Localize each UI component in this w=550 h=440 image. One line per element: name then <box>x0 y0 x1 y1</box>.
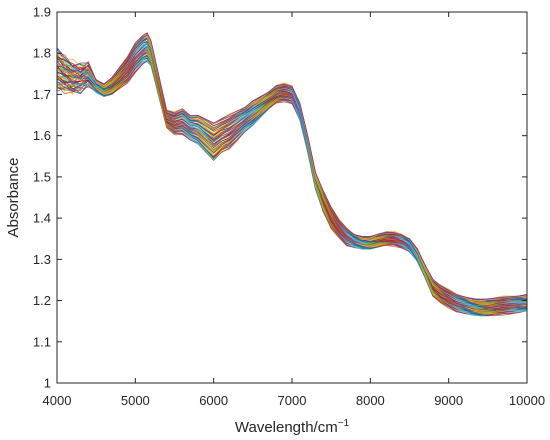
x-tick-label: 8000 <box>356 393 385 408</box>
y-axis: 1 1.1 1.2 1.3 1.4 1.5 1.6 1.7 1.8 1.9 <box>33 5 527 391</box>
spectrum-line <box>57 32 527 300</box>
x-tick-label: 10000 <box>509 393 545 408</box>
y-tick-label: 1.5 <box>33 169 51 184</box>
y-tick-label: 1.4 <box>33 211 51 226</box>
y-tick-label: 1.1 <box>33 334 51 349</box>
x-tick-label: 5000 <box>121 393 150 408</box>
spectrum-line <box>57 42 527 305</box>
y-tick-label: 1.3 <box>33 252 51 267</box>
x-tick-label: 6000 <box>199 393 228 408</box>
y-tick-label: 1.8 <box>33 46 51 61</box>
spectrum-line <box>57 45 527 308</box>
series-layer <box>57 32 527 317</box>
y-tick-label: 1.7 <box>33 87 51 102</box>
y-axis-label: Absorbance <box>5 157 22 237</box>
x-axis-label: Wavelength/cm−1 <box>235 418 350 436</box>
y-tick-label: 1.6 <box>33 128 51 143</box>
spectrum-line <box>57 55 527 313</box>
x-tick-label: 4000 <box>43 393 72 408</box>
spectrum-line <box>57 32 527 300</box>
y-tick-label: 1.2 <box>33 293 51 308</box>
spectrum-line <box>57 59 527 316</box>
y-tick-label: 1 <box>44 376 51 391</box>
y-tick-label: 1.9 <box>33 5 51 20</box>
plot-area <box>57 12 527 383</box>
x-tick-label: 7000 <box>278 393 307 408</box>
x-axis: 4000 5000 6000 7000 8000 9000 10000 <box>43 12 545 408</box>
x-tick-label: 9000 <box>434 393 463 408</box>
